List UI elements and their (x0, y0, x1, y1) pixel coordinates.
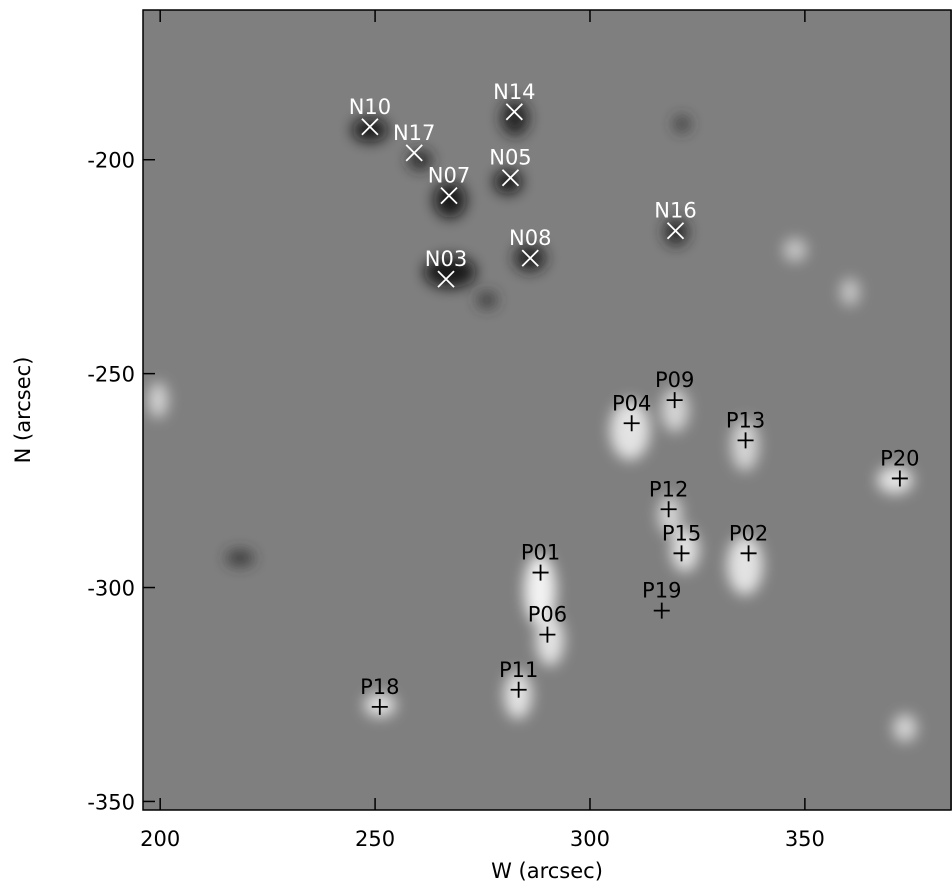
point-label: N08 (509, 226, 551, 250)
point-label: P15 (662, 521, 701, 545)
point-label: N14 (493, 80, 535, 104)
point-label: P06 (528, 603, 567, 627)
x-tick-label: 350 (785, 827, 825, 851)
y-tick-label: -200 (87, 149, 135, 173)
y-tick-label: -300 (87, 577, 135, 601)
point-label: P18 (360, 675, 399, 699)
y-axis-label: N (arcsec) (11, 357, 35, 464)
point-label: N05 (489, 146, 531, 170)
point-label: P20 (880, 446, 919, 470)
point-label: P09 (655, 368, 694, 392)
point-label: P11 (499, 658, 538, 682)
x-tick-label: 250 (355, 827, 395, 851)
point-label: N16 (654, 199, 696, 223)
point-label: P01 (521, 541, 560, 565)
y-tick-label: -350 (87, 790, 135, 814)
point-label: P04 (612, 391, 651, 415)
point-label: N07 (428, 164, 470, 188)
y-tick-label: -250 (87, 363, 135, 387)
x-tick-label: 300 (570, 827, 610, 851)
x-axis-label: W (arcsec) (491, 859, 603, 883)
point-label: P13 (726, 408, 765, 432)
chart: W (arcsec) N (arcsec) 200 250 300 350 -200 -2… (0, 0, 952, 889)
x-tick-label: 200 (140, 827, 180, 851)
point-label: N17 (393, 121, 435, 145)
point-label: P12 (649, 477, 688, 501)
point-label: P19 (642, 579, 681, 603)
magnetogram (143, 10, 952, 810)
point-label: N03 (425, 247, 467, 271)
point-label: P02 (729, 521, 768, 545)
point-label: N10 (349, 95, 391, 119)
